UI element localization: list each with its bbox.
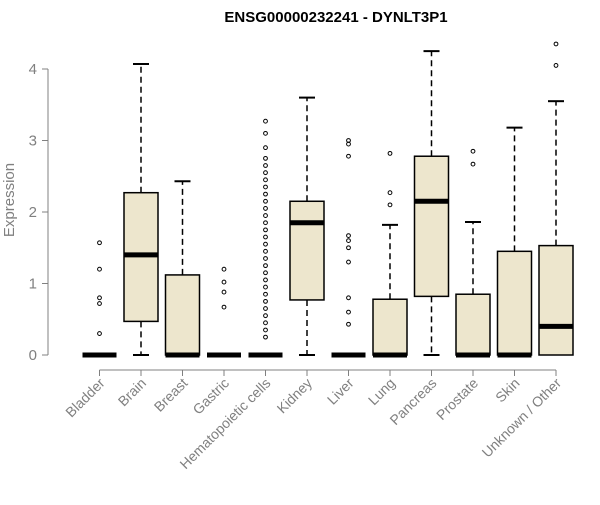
chart-title: ENSG00000232241 - DYNLT3P1	[224, 9, 447, 26]
box-body	[289, 200, 325, 301]
outlier-point	[346, 295, 351, 301]
outlier-point	[263, 118, 268, 124]
outlier-point	[387, 190, 393, 196]
outlier-point	[263, 130, 268, 136]
outlier-point	[346, 309, 351, 315]
y-tick-label: 2	[29, 204, 37, 221]
outlier-point	[263, 256, 268, 261]
box-liver	[331, 138, 366, 358]
outlier-point	[470, 161, 476, 167]
outlier-point	[263, 284, 268, 290]
outlier-point	[263, 234, 268, 240]
outlier-point	[221, 304, 227, 310]
axes: 0 1 2 3 4	[29, 61, 556, 371]
outlier-point	[553, 41, 559, 47]
box-kidney	[289, 96, 325, 356]
outlier-point	[263, 306, 268, 311]
outlier-point	[263, 241, 268, 247]
box-body	[164, 274, 201, 356]
outlier-point	[263, 191, 268, 197]
outlier-point	[97, 266, 102, 272]
box-pancreas	[413, 50, 450, 356]
outlier-point	[553, 63, 559, 68]
outlier-point	[97, 331, 102, 336]
outlier-point	[263, 277, 268, 283]
outlier-point	[346, 259, 351, 265]
x-tick-label: Breast	[151, 375, 191, 415]
box-bladder	[82, 240, 117, 358]
boxes	[82, 41, 574, 358]
x-tick-label: Unknown / Other	[479, 375, 565, 461]
outlier-point	[263, 313, 268, 319]
y-tick-label: 1	[29, 276, 37, 293]
outlier-point	[263, 170, 268, 176]
outlier-point	[263, 184, 268, 190]
y-tick-label: 4	[29, 61, 37, 78]
outlier-point	[263, 320, 268, 326]
x-tick-label: Prostate	[433, 375, 481, 423]
outlier-point	[387, 150, 393, 156]
outlier-point	[221, 289, 227, 295]
outlier-point	[263, 198, 268, 204]
x-tick-label: Bladder	[62, 375, 108, 421]
box-unknown-other	[538, 41, 574, 356]
box-breast	[164, 180, 201, 358]
outlier-point	[263, 248, 268, 254]
outlier-point	[97, 301, 102, 306]
x-tick-label: Brain	[115, 375, 149, 409]
outlier-point	[263, 291, 268, 297]
y-tick-label: 3	[29, 133, 37, 150]
outlier-point	[263, 155, 268, 161]
outlier-point	[346, 238, 351, 244]
box-body	[372, 298, 408, 356]
outlier-point	[263, 206, 268, 211]
outlier-point	[263, 177, 268, 183]
outlier-point	[263, 327, 268, 333]
outlier-point	[346, 153, 351, 159]
outlier-point	[346, 245, 351, 251]
outlier-point	[263, 227, 268, 233]
outlier-point	[263, 145, 268, 151]
box-prostate	[455, 148, 491, 358]
box-skin	[496, 126, 533, 358]
outlier-point	[97, 295, 102, 301]
outlier-point	[346, 138, 351, 143]
y-tick-label: 0	[29, 347, 37, 364]
outlier-point	[346, 321, 351, 327]
y-axis-label: Expression	[1, 163, 18, 237]
box-gastric	[207, 266, 241, 358]
box-body	[455, 293, 491, 356]
outlier-point	[263, 220, 268, 226]
box-body	[496, 250, 533, 356]
outlier-point	[263, 270, 268, 276]
box-body	[413, 155, 450, 298]
x-tick-label: Liver	[324, 375, 357, 408]
outlier-point	[263, 213, 268, 218]
outlier-point	[221, 279, 227, 285]
box-body	[538, 244, 574, 356]
x-tick-label: Lung	[365, 375, 398, 408]
outlier-point	[387, 202, 393, 208]
outlier-point	[263, 263, 268, 269]
box-lung	[372, 150, 408, 358]
outlier-point	[346, 233, 351, 238]
outlier-point	[263, 298, 268, 304]
box-hematopoietic-cells	[248, 118, 283, 358]
x-tick-label: Skin	[492, 375, 523, 406]
box-brain	[123, 62, 159, 356]
x-tick-label: Kidney	[274, 375, 316, 417]
outlier-point	[221, 266, 227, 272]
outlier-point	[263, 163, 268, 168]
outlier-point	[263, 334, 268, 340]
outlier-point	[97, 240, 102, 246]
outlier-point	[470, 148, 476, 154]
